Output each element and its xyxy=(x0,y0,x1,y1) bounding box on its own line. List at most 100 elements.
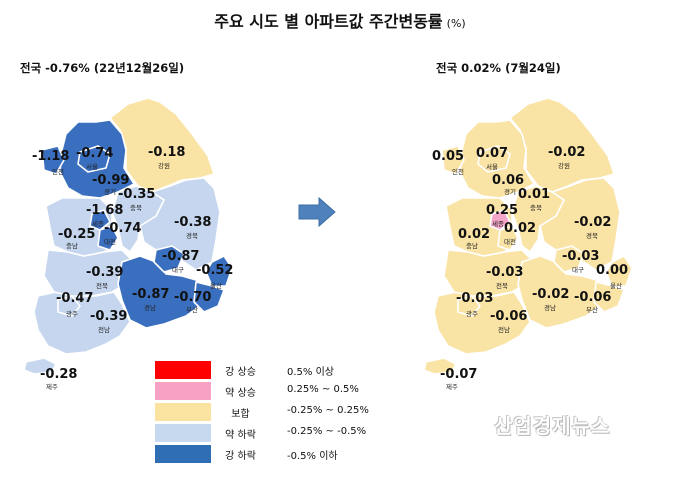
title-text: 주요 시도 별 아파트값 주간변동률 xyxy=(214,12,443,31)
title-unit: (%) xyxy=(446,17,466,30)
left-name-chungnam: 충남 xyxy=(66,241,78,250)
left-name-jeonbuk: 전북 xyxy=(96,281,108,290)
right-name-incheon: 인천 xyxy=(452,167,464,176)
right-name-daejeon: 대전 xyxy=(504,237,516,246)
left-name-gwangju: 광주 xyxy=(66,310,78,318)
right-name-jeonnam: 전남 xyxy=(498,325,510,334)
left-value-jeju: -0.28 xyxy=(40,367,77,382)
left-name-ulsan: 울산 xyxy=(210,281,222,290)
right-name-chungnam: 충남 xyxy=(466,241,478,250)
left-value-gyeongbuk: -0.38 xyxy=(174,215,211,230)
right-region-daegu xyxy=(553,245,585,273)
legend-item-weak-fall: 약 하락 -0.25% ~ -0.5% xyxy=(155,424,395,442)
left-value-jeonbuk: -0.39 xyxy=(86,265,123,280)
right-region-daejeon xyxy=(497,225,519,251)
right-value-gangwon: -0.02 xyxy=(548,145,585,160)
right-region-chungbuk xyxy=(511,185,565,253)
legend-range: -0.25% ~ -0.5% xyxy=(287,426,367,437)
left-name-daejeon: 대전 xyxy=(104,237,116,246)
left-name-seoul: 서울 xyxy=(86,162,98,171)
left-name-gangwon: 강원 xyxy=(158,161,170,170)
right-name-seoul: 서울 xyxy=(486,162,498,171)
right-value-chungbuk: 0.01 xyxy=(518,187,550,202)
right-value-daegu: -0.03 xyxy=(562,249,599,264)
right-value-gyeongbuk: -0.02 xyxy=(574,215,611,230)
right-value-busan: -0.06 xyxy=(574,290,611,305)
legend-label: 약 하락 xyxy=(225,430,256,441)
left-value-chungnam: -0.25 xyxy=(58,227,95,242)
legend-range: -0.5% 이하 xyxy=(287,451,338,462)
right-region-incheon xyxy=(441,145,465,175)
right-region-gwangju xyxy=(457,295,481,317)
legend-range: 0.25% ~ 0.5% xyxy=(287,384,359,395)
left-name-sejong: 세종 xyxy=(92,219,104,228)
left-value-gyeongnam: -0.87 xyxy=(132,287,169,302)
left-region-busan xyxy=(193,281,225,313)
left-name-gyeongbuk: 경북 xyxy=(186,231,198,240)
legend-swatch xyxy=(155,403,211,421)
left-region-ulsan xyxy=(205,255,233,287)
left-name-gyeongnam: 경남 xyxy=(144,303,156,312)
right-name-gangwon: 강원 xyxy=(558,161,570,170)
left-region-daejeon xyxy=(97,225,119,251)
legend-item-strong-fall: 강 하락 -0.5% 이하 xyxy=(155,445,395,463)
legend-label: 약 상승 xyxy=(225,388,256,399)
left-region-daegu xyxy=(153,245,185,273)
legend-label: 보합 xyxy=(231,409,250,420)
left-map-header: 전국 -0.76% (22년12월26일) xyxy=(20,61,185,75)
left-value-sejong: -1.68 xyxy=(86,203,123,218)
legend-item-weak-rise: 약 상승 0.25% ~ 0.5% xyxy=(155,382,395,400)
left-name-daegu: 대구 xyxy=(172,266,184,274)
right-name-chungbuk: 충북 xyxy=(530,203,542,212)
right-name-gwangju: 광주 xyxy=(466,310,478,318)
right-value-jeonnam: -0.06 xyxy=(490,309,527,324)
left-value-chungbuk: -0.35 xyxy=(118,187,155,202)
right-value-jeonbuk: -0.03 xyxy=(486,265,523,280)
right-name-ulsan: 울산 xyxy=(610,281,622,290)
chart-title: 주요 시도 별 아파트값 주간변동률 (%) xyxy=(0,8,680,32)
right-name-gyeonggi: 경기 xyxy=(504,187,516,196)
right-region-sejong xyxy=(489,209,511,231)
right-region-ulsan xyxy=(605,255,633,287)
left-name-busan: 부산 xyxy=(186,305,198,314)
right-value-daejeon: 0.02 xyxy=(504,221,536,236)
left-value-jeonnam: -0.39 xyxy=(90,309,127,324)
right-map-header: 전국 0.02% (7월24일) xyxy=(436,61,561,75)
left-value-gangwon: -0.18 xyxy=(148,145,185,160)
left-name-chungbuk: 충북 xyxy=(130,203,142,212)
legend-range: -0.25% ~ 0.25% xyxy=(287,405,369,416)
right-name-gyeongbuk: 경북 xyxy=(586,231,598,240)
right-value-seoul: 0.07 xyxy=(476,146,508,161)
left-value-incheon: -1.18 xyxy=(32,149,69,164)
right-arrow-icon xyxy=(298,196,336,228)
legend-swatch xyxy=(155,424,211,442)
right-region-jeju xyxy=(423,357,457,375)
right-name-sejong: 세종 xyxy=(492,219,504,228)
left-region-gwangju xyxy=(57,295,81,317)
right-name-daegu: 대구 xyxy=(572,266,584,274)
left-value-daejeon: -0.74 xyxy=(104,221,141,236)
left-value-ulsan: -0.52 xyxy=(196,263,233,278)
right-value-ulsan: 0.00 xyxy=(596,263,628,278)
legend-label: 강 하락 xyxy=(225,451,256,462)
right-name-jeonbuk: 전북 xyxy=(496,281,508,290)
left-value-gyeonggi: -0.99 xyxy=(92,173,129,188)
right-value-gyeongnam: -0.02 xyxy=(532,287,569,302)
right-regions: 0.05인천0.07서울0.06경기-0.02강원0.01충북0.25세종0.0… xyxy=(423,97,633,391)
right-name-gyeongnam: 경남 xyxy=(544,303,556,312)
right-value-sejong: 0.25 xyxy=(486,203,518,218)
legend-item-flat: 보합 -0.25% ~ 0.25% xyxy=(155,403,395,421)
left-region-chungbuk xyxy=(111,185,165,253)
legend-item-strong-rise: 강 상승 0.5% 이상 xyxy=(155,361,395,379)
left-value-daegu: -0.87 xyxy=(162,249,199,264)
right-region-busan xyxy=(593,281,625,313)
left-value-seoul: -0.74 xyxy=(76,146,113,161)
left-name-jeonnam: 전남 xyxy=(98,325,110,334)
legend-swatch xyxy=(155,361,211,379)
left-region-incheon xyxy=(41,145,65,175)
left-value-busan: -0.70 xyxy=(174,290,211,305)
left-name-jeju: 제주 xyxy=(46,383,58,391)
right-value-chungnam: 0.02 xyxy=(458,227,490,242)
